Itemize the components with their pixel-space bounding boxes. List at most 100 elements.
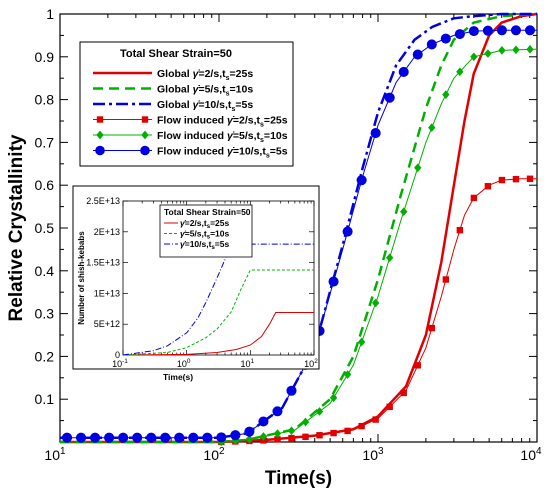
y-tick-label: 0.4	[35, 263, 55, 279]
series-4-marker	[358, 422, 365, 430]
series-6-marker	[160, 432, 171, 443]
series-5-marker	[526, 45, 534, 54]
legend-marker-5	[96, 130, 104, 140]
series-6-marker	[132, 432, 143, 443]
series-4-marker	[316, 432, 323, 439]
series-6-marker	[202, 432, 213, 443]
inset-legend: Total Shear Strain=50 γ̇=2/s,ts=25sγ̇=5/…	[159, 204, 253, 258]
inset-chart: 10-1 100 101 102 0 5E+12 1E+13 1.5E+13 2E+13 2.5E…	[72, 185, 320, 382]
inset-y-tick-label: 0	[115, 350, 120, 360]
main-legend-box	[79, 41, 294, 167]
legend-marker-6	[95, 145, 105, 156]
inset-x-tick-label: 101	[241, 358, 255, 369]
series-4-marker	[470, 194, 478, 202]
y-axis-label: Relative Crystallinity	[6, 134, 27, 321]
series-6-marker	[216, 432, 227, 443]
series-6-marker	[440, 33, 451, 44]
y-tick-label: 1	[46, 6, 54, 22]
inset-series-2-line	[122, 269, 314, 356]
series-5-marker	[301, 417, 310, 427]
series-6-marker	[482, 25, 493, 36]
main-legend: Total Shear Strain=50 Global γ̇=2/s,ts=2…	[79, 41, 294, 167]
series-4-marker	[442, 276, 450, 283]
series-6-marker	[104, 432, 115, 443]
series-4-marker	[372, 416, 379, 423]
y-tick-label: 0.8	[35, 92, 55, 108]
inset-y-tick-label: 2E+13	[94, 227, 120, 237]
series-6-marker	[174, 432, 185, 443]
series-4-marker	[274, 436, 281, 443]
inset-legend-label-3: γ̇=10/s,ts=5s	[180, 239, 229, 251]
y-tick-label: 0.9	[35, 49, 55, 65]
main-legend-title: Total Shear Strain=50	[120, 48, 232, 60]
inset-x-axis-label: Time(s)	[163, 372, 193, 382]
series-6-marker	[468, 26, 479, 37]
inset-legend-box	[159, 204, 253, 258]
series-5-marker	[329, 393, 338, 403]
series-4-marker	[512, 175, 520, 183]
inset-legend-title: Total Shear Strain=50	[164, 207, 251, 217]
series-4-marker	[330, 429, 337, 437]
inset-series-1-line	[122, 312, 314, 356]
legend-label-6: Flow induced γ̇=10/s,ts=5s	[157, 146, 288, 160]
series-4-marker	[484, 183, 492, 190]
inset-x-tick-label: 100	[177, 358, 191, 369]
series-6-marker	[286, 385, 297, 396]
series-6-marker	[524, 25, 536, 36]
series-5-marker	[371, 298, 380, 308]
x-axis-label: Time(s)	[265, 468, 332, 489]
series-6-marker	[230, 430, 241, 441]
series-5-marker	[343, 370, 352, 379]
series-6-marker	[188, 432, 199, 443]
series-5-marker	[245, 435, 254, 444]
series-5-marker	[470, 52, 478, 62]
series-6-marker	[496, 25, 507, 36]
series-5-marker	[287, 426, 296, 436]
series-6-marker	[342, 226, 353, 237]
series-5-marker	[400, 207, 408, 216]
main-plot: 101 102 103 104 0.1 0.2 0.3 0.4 0.5 0.6 0.7 0.8 0.9 1…	[6, 6, 542, 489]
series-5-marker	[456, 67, 464, 77]
series-5-marker	[259, 432, 268, 441]
series-4-marker	[302, 433, 309, 441]
inset-y-tick-label: 5E+12	[94, 319, 120, 329]
inset-legend-label-2: γ̇=5/s,ts=10s	[180, 229, 230, 241]
legend-marker-4	[96, 116, 104, 123]
series-4-marker	[400, 389, 407, 397]
series-6-marker	[272, 406, 283, 417]
series-4-marker	[386, 403, 393, 411]
series-6-marker	[328, 276, 339, 287]
series-6-marker	[244, 426, 255, 437]
series-4-marker	[288, 434, 295, 442]
legend-label-5: Flow induced γ̇=5/s,ts=10s	[157, 130, 288, 144]
series-6-marker	[90, 432, 101, 443]
legend-label-2: Global γ̇=5/s,ts=10s	[157, 84, 253, 98]
legend-label-3: Global γ̇=10/s,ts=5s	[157, 99, 253, 113]
x-tick-label: 101	[44, 446, 66, 463]
inset-legend-label-1: γ̇=2/s,ts=25s	[180, 218, 230, 230]
x-tick-label: 103	[362, 446, 384, 463]
inset-plot-frame	[122, 200, 315, 356]
series-6-marker	[258, 416, 269, 427]
series-5-marker	[428, 123, 436, 132]
series-6-marker	[61, 432, 73, 443]
series-4-marker	[456, 226, 464, 234]
series-4-marker	[428, 324, 435, 332]
series-5-marker	[498, 46, 506, 55]
series-5-marker	[512, 45, 520, 55]
series-6-marker	[76, 432, 87, 443]
series-6-marker	[356, 175, 367, 186]
inset-y-tick-label: 2.5E+13	[86, 196, 120, 206]
series-6-marker	[398, 66, 409, 77]
y-tick-label: 0.5	[35, 220, 55, 236]
series-4-marker	[414, 362, 421, 369]
series-4-marker	[498, 176, 506, 184]
series-4-marker	[526, 175, 534, 182]
y-tick-label: 0.3	[35, 306, 55, 322]
y-tick-label: 0.1	[35, 391, 55, 407]
y-tick-label: 0.2	[35, 348, 55, 364]
inset-y-axis-label: Number of shish-kebabs	[77, 231, 86, 325]
series-5-marker	[414, 163, 422, 173]
series-5-marker	[386, 253, 394, 263]
